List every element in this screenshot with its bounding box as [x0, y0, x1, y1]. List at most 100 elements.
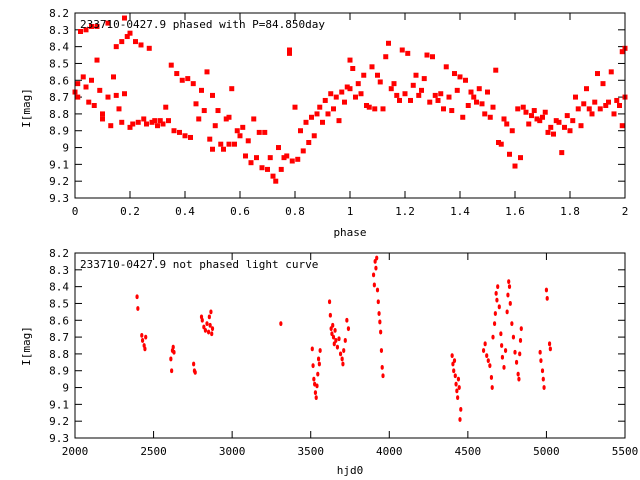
data-point: [135, 119, 141, 125]
data-point: [465, 103, 471, 108]
phased-y-tick-label: 9.3: [49, 192, 69, 205]
data-point: [111, 74, 116, 80]
unphased-x-axis-label: hjd0: [337, 464, 364, 477]
data-point: [453, 373, 457, 379]
data-point: [83, 27, 89, 33]
data-point: [419, 87, 424, 93]
data-point: [508, 301, 512, 306]
data-point: [540, 368, 545, 374]
data-point: [327, 299, 332, 305]
data-point: [410, 82, 416, 88]
data-point: [318, 348, 322, 353]
data-point: [545, 129, 551, 135]
phased-y-tick-label: 8.5: [49, 57, 69, 70]
data-point: [364, 103, 369, 108]
data-point: [78, 29, 83, 34]
data-point: [523, 109, 529, 115]
phased-x-tick-label: 2: [622, 205, 629, 218]
data-point: [545, 296, 549, 301]
unphased-plot-frame: [74, 252, 626, 439]
data-point: [541, 376, 545, 382]
data-point: [267, 155, 273, 161]
data-point: [300, 148, 306, 154]
data-point: [377, 311, 381, 316]
data-point: [443, 64, 449, 70]
phased-x-tick-label: 1.6: [505, 205, 525, 218]
data-point: [215, 108, 221, 114]
data-point: [311, 133, 317, 139]
data-point: [208, 322, 212, 328]
data-point: [140, 338, 145, 343]
data-point: [336, 118, 342, 124]
data-point: [511, 334, 516, 340]
phased-x-tick-label: 0: [72, 205, 79, 218]
data-point: [226, 114, 232, 120]
phased-y-tick-label: 9: [62, 142, 69, 155]
data-point: [200, 317, 204, 323]
data-point: [501, 116, 507, 122]
data-point: [202, 324, 206, 330]
data-point: [507, 151, 512, 157]
phased-y-tick-label: 8.2: [49, 7, 69, 20]
data-point: [237, 133, 243, 139]
data-point: [463, 77, 468, 83]
data-point: [155, 123, 160, 129]
data-point: [578, 123, 584, 129]
data-point: [584, 86, 589, 92]
phased-x-tick-label: 0.8: [285, 205, 305, 218]
data-point: [562, 124, 567, 130]
data-point: [538, 349, 542, 355]
data-point: [152, 118, 158, 124]
data-point: [394, 92, 400, 98]
data-point: [600, 81, 606, 87]
data-point: [507, 284, 512, 290]
phased-y-tick-label: 8.3: [49, 24, 69, 37]
data-point: [133, 39, 138, 45]
data-point: [335, 344, 340, 350]
data-point: [245, 138, 251, 144]
data-point: [452, 71, 457, 77]
data-point: [542, 109, 548, 115]
data-point: [265, 166, 270, 172]
data-point: [518, 351, 522, 357]
phased-y-tick-label: 8.7: [49, 91, 69, 104]
data-point: [509, 128, 515, 134]
data-point: [149, 119, 155, 125]
data-point: [488, 363, 492, 369]
data-point: [210, 92, 215, 98]
data-point: [493, 311, 497, 316]
data-point: [504, 121, 510, 127]
data-point: [570, 118, 576, 124]
data-point: [317, 104, 323, 110]
data-point: [312, 376, 316, 382]
data-point: [127, 30, 133, 36]
data-point: [405, 50, 411, 56]
data-point: [108, 123, 114, 129]
data-point: [520, 104, 526, 110]
data-point: [141, 116, 147, 122]
data-point: [313, 390, 318, 395]
data-point: [287, 47, 292, 53]
data-point: [332, 341, 336, 347]
data-point: [483, 341, 487, 347]
data-point: [287, 50, 292, 56]
data-point: [337, 336, 341, 342]
data-point: [262, 129, 268, 135]
data-point: [383, 54, 389, 60]
data-point: [86, 99, 92, 105]
data-point: [243, 153, 248, 159]
unphased-y-tick-label: 9: [62, 382, 69, 395]
data-point: [182, 133, 188, 139]
data-point: [343, 338, 347, 343]
data-point: [468, 89, 474, 95]
data-point: [366, 104, 372, 110]
data-point: [408, 97, 413, 103]
phased-x-tick-label: 1.8: [560, 205, 580, 218]
data-point: [116, 106, 122, 112]
data-point: [254, 155, 259, 161]
data-point: [329, 326, 333, 332]
data-point: [551, 131, 556, 137]
